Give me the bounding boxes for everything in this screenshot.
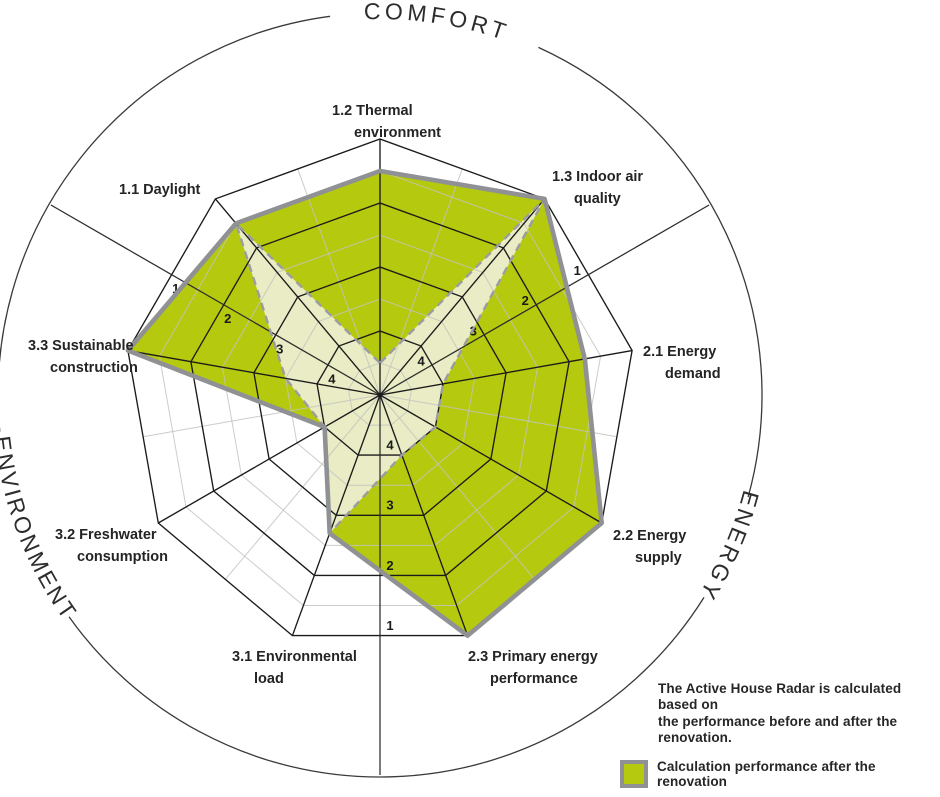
axis-label-1.2: 1.2 Thermal environment: [332, 103, 441, 141]
axis-label-2.1: 2.1 Energy demand: [643, 344, 721, 382]
outer-circle-arc-bottom: [68, 597, 705, 778]
outer-circle-arc-upper-left: [0, 15, 331, 432]
axis-spoke-2.2: [379, 394, 603, 524]
scale-tick-label-1: 1: [172, 281, 179, 296]
sector-arc-label-energy: ENERGY: [694, 488, 765, 607]
before-series-border: [234, 197, 546, 535]
scale-tick-label-4: 4: [417, 353, 425, 368]
axis-label-3.3: 3.3 Sustainable construction: [28, 338, 138, 376]
axis-spoke-1.3: [379, 198, 546, 396]
axis-spoke-2.1: [379, 349, 633, 396]
legend-swatch-after-icon: [620, 759, 648, 788]
axis-label-3.2: 3.2 Freshwater consumption: [55, 527, 168, 565]
sector-divider-line: [379, 204, 710, 396]
scale-tick-label-3: 3: [386, 498, 393, 513]
axis-label-3.1: 3.1 Environmental load: [232, 649, 357, 687]
axis-label-1.3: 1.3 Indoor air quality: [552, 169, 643, 207]
scale-tick-label-1: 1: [574, 263, 581, 278]
scale-tick-label-2: 2: [522, 293, 529, 308]
axis-label-2.3: 2.3 Primary energy performance: [468, 649, 598, 687]
sector-divider-line: [50, 204, 381, 396]
legend-note-line1: The Active House Radar is calculated bas…: [658, 681, 902, 713]
scale-tick-label-4: 4: [386, 438, 394, 453]
legend-item-after: Calculation performance after the renova…: [620, 759, 940, 789]
outer-circle-arc-upper-right: [538, 46, 763, 498]
legend-note: The Active House Radar is calculated bas…: [658, 681, 940, 747]
axis-spoke-3.3: [127, 349, 381, 396]
legend-note-line2: the performance before and after the ren…: [658, 713, 898, 746]
center-dot: [377, 392, 383, 398]
legend: The Active House Radar is calculated bas…: [620, 681, 940, 797]
axis-spoke-3.1: [291, 394, 381, 636]
scale-tick-label-2: 2: [224, 311, 231, 326]
axis-label-2.2: 2.2 Energy supply: [613, 528, 686, 566]
scale-tick-label-4: 4: [328, 371, 336, 386]
sector-arc-label-comfort: COMFORT: [364, 0, 514, 46]
axis-spoke-2.3: [379, 394, 469, 636]
after-series-border: [125, 168, 605, 638]
scale-tick-label-1: 1: [386, 618, 393, 633]
axis-spoke-3.2: [157, 394, 381, 524]
axis-label-1.1: 1.1 Daylight: [119, 182, 201, 198]
legend-item-after-label: Calculation performance after the renova…: [657, 758, 876, 789]
scale-tick-label-3: 3: [276, 341, 283, 356]
scale-tick-label-2: 2: [386, 558, 393, 573]
